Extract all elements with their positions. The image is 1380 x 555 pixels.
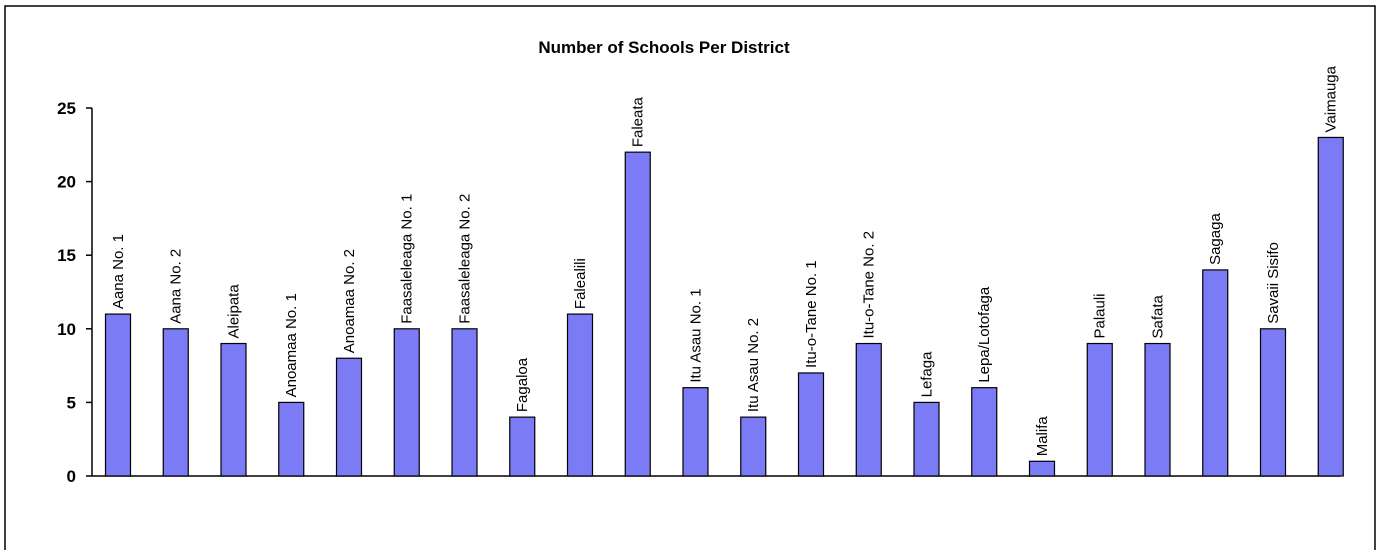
category-label: Aana No. 1 [110, 234, 127, 309]
category-label: Lefaga [919, 351, 936, 398]
category-label: Itu-o-Tane No. 2 [861, 231, 878, 339]
bar [509, 416, 536, 477]
bar [1259, 328, 1287, 477]
y-tick-label: 15 [57, 246, 76, 265]
bar [1202, 269, 1229, 477]
label-layer: Aana No. 1 Aana No. 2 Aleipata Anoamaa No. … [110, 65, 1340, 456]
category-label: Lepa/Lotofaga [976, 286, 993, 383]
chart-title: Number of Schools Per District [538, 38, 790, 57]
category-label: Aana No. 2 [168, 249, 185, 324]
category-label: Aleipata [226, 284, 243, 339]
bar [971, 387, 998, 477]
y-tick-label: 10 [57, 320, 76, 339]
bar-layer [104, 136, 1344, 477]
bar [566, 313, 594, 477]
category-label: Itu-o-Tane No. 1 [803, 260, 820, 368]
bar [393, 328, 420, 477]
category-label: Savaii Sisifo [1265, 242, 1282, 324]
bar [682, 387, 709, 477]
category-label: Fagaloa [514, 357, 531, 412]
y-tick-label: 0 [67, 467, 76, 486]
category-label: Itu Asau No. 1 [688, 288, 705, 382]
bar [1086, 342, 1113, 477]
bar [451, 328, 478, 477]
bar [278, 401, 305, 477]
bar [1028, 460, 1056, 477]
bar [797, 372, 825, 477]
category-label: Anoamaa No. 1 [283, 293, 300, 397]
category-label: Vaimauga [1323, 65, 1340, 132]
category-label: Anoamaa No. 2 [341, 249, 358, 353]
bar [162, 328, 189, 477]
bar [913, 401, 940, 477]
category-label: Faasaleleaga No. 1 [399, 194, 416, 324]
bar [1144, 342, 1171, 477]
category-label: Falealili [572, 258, 589, 309]
bar [855, 342, 882, 477]
y-tick-label: 25 [57, 99, 76, 118]
y-tick-label: 20 [57, 173, 76, 192]
bar [1317, 136, 1344, 477]
bar [335, 357, 363, 477]
category-label: Faleata [630, 96, 647, 147]
category-label: Malifa [1034, 416, 1051, 457]
category-label: Faasaleleaga No. 2 [457, 194, 474, 324]
y-tick-label: 5 [67, 393, 76, 412]
category-label: Safata [1150, 294, 1167, 338]
category-label: Itu Asau No. 2 [745, 318, 762, 412]
category-label: Sagaga [1207, 213, 1224, 265]
bar [220, 342, 247, 477]
bar [104, 313, 132, 477]
bar [624, 151, 651, 477]
bar [740, 416, 767, 477]
category-label: Palauli [1092, 293, 1109, 338]
